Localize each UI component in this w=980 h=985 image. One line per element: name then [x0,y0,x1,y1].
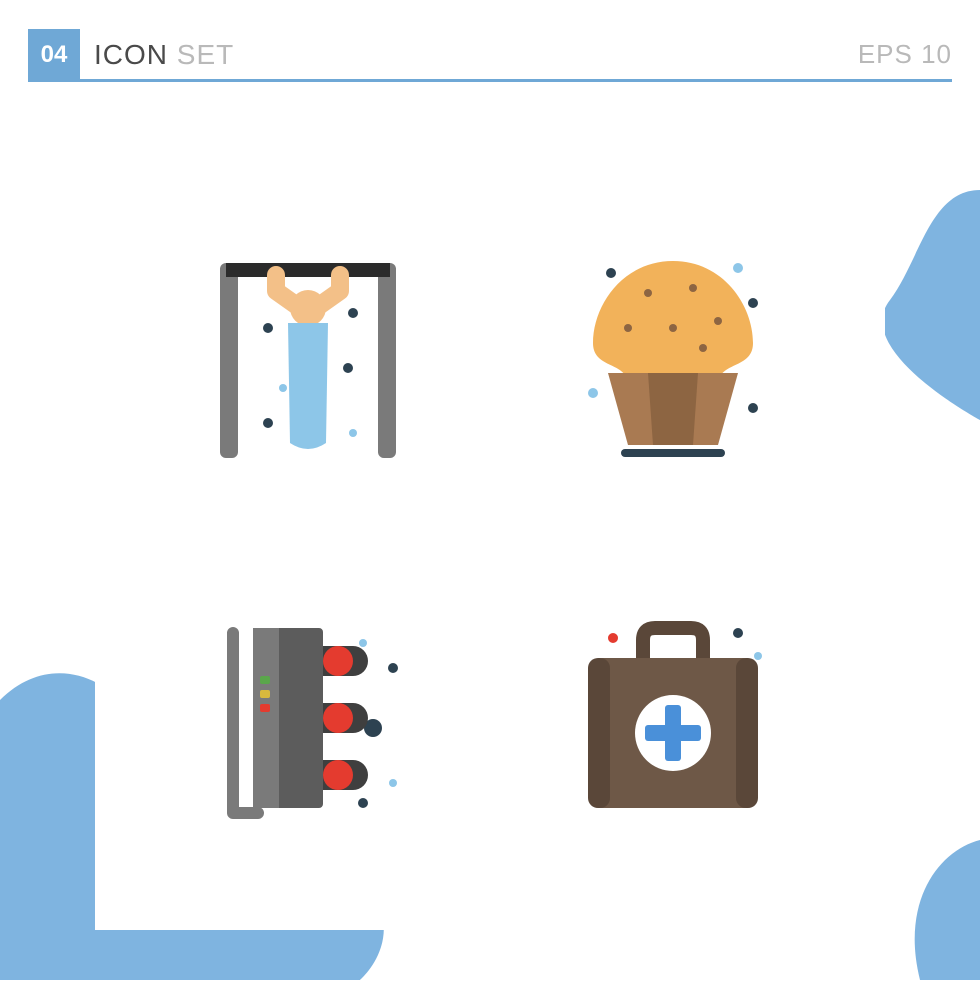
page-title: ICON SET [94,39,234,71]
eps-text: EPS 10 [858,39,952,69]
icon-grid [95,140,885,930]
header-bar: 04 ICON SET EPS 10 [28,30,952,82]
title-word-1: ICON [94,39,168,70]
blob-bottom-right [915,840,980,980]
count-badge: 04 [28,29,80,81]
count-number: 04 [41,41,68,69]
traffic-light-icon [188,598,428,838]
icon-card [95,140,885,930]
blob-top-right [882,190,980,420]
eps-label: EPS 10 [858,39,952,70]
pull-up-exercise-icon [188,233,428,473]
first-aid-kit-icon [553,598,793,838]
title-word-2: SET [177,39,234,70]
muffin-cupcake-icon [553,233,793,473]
